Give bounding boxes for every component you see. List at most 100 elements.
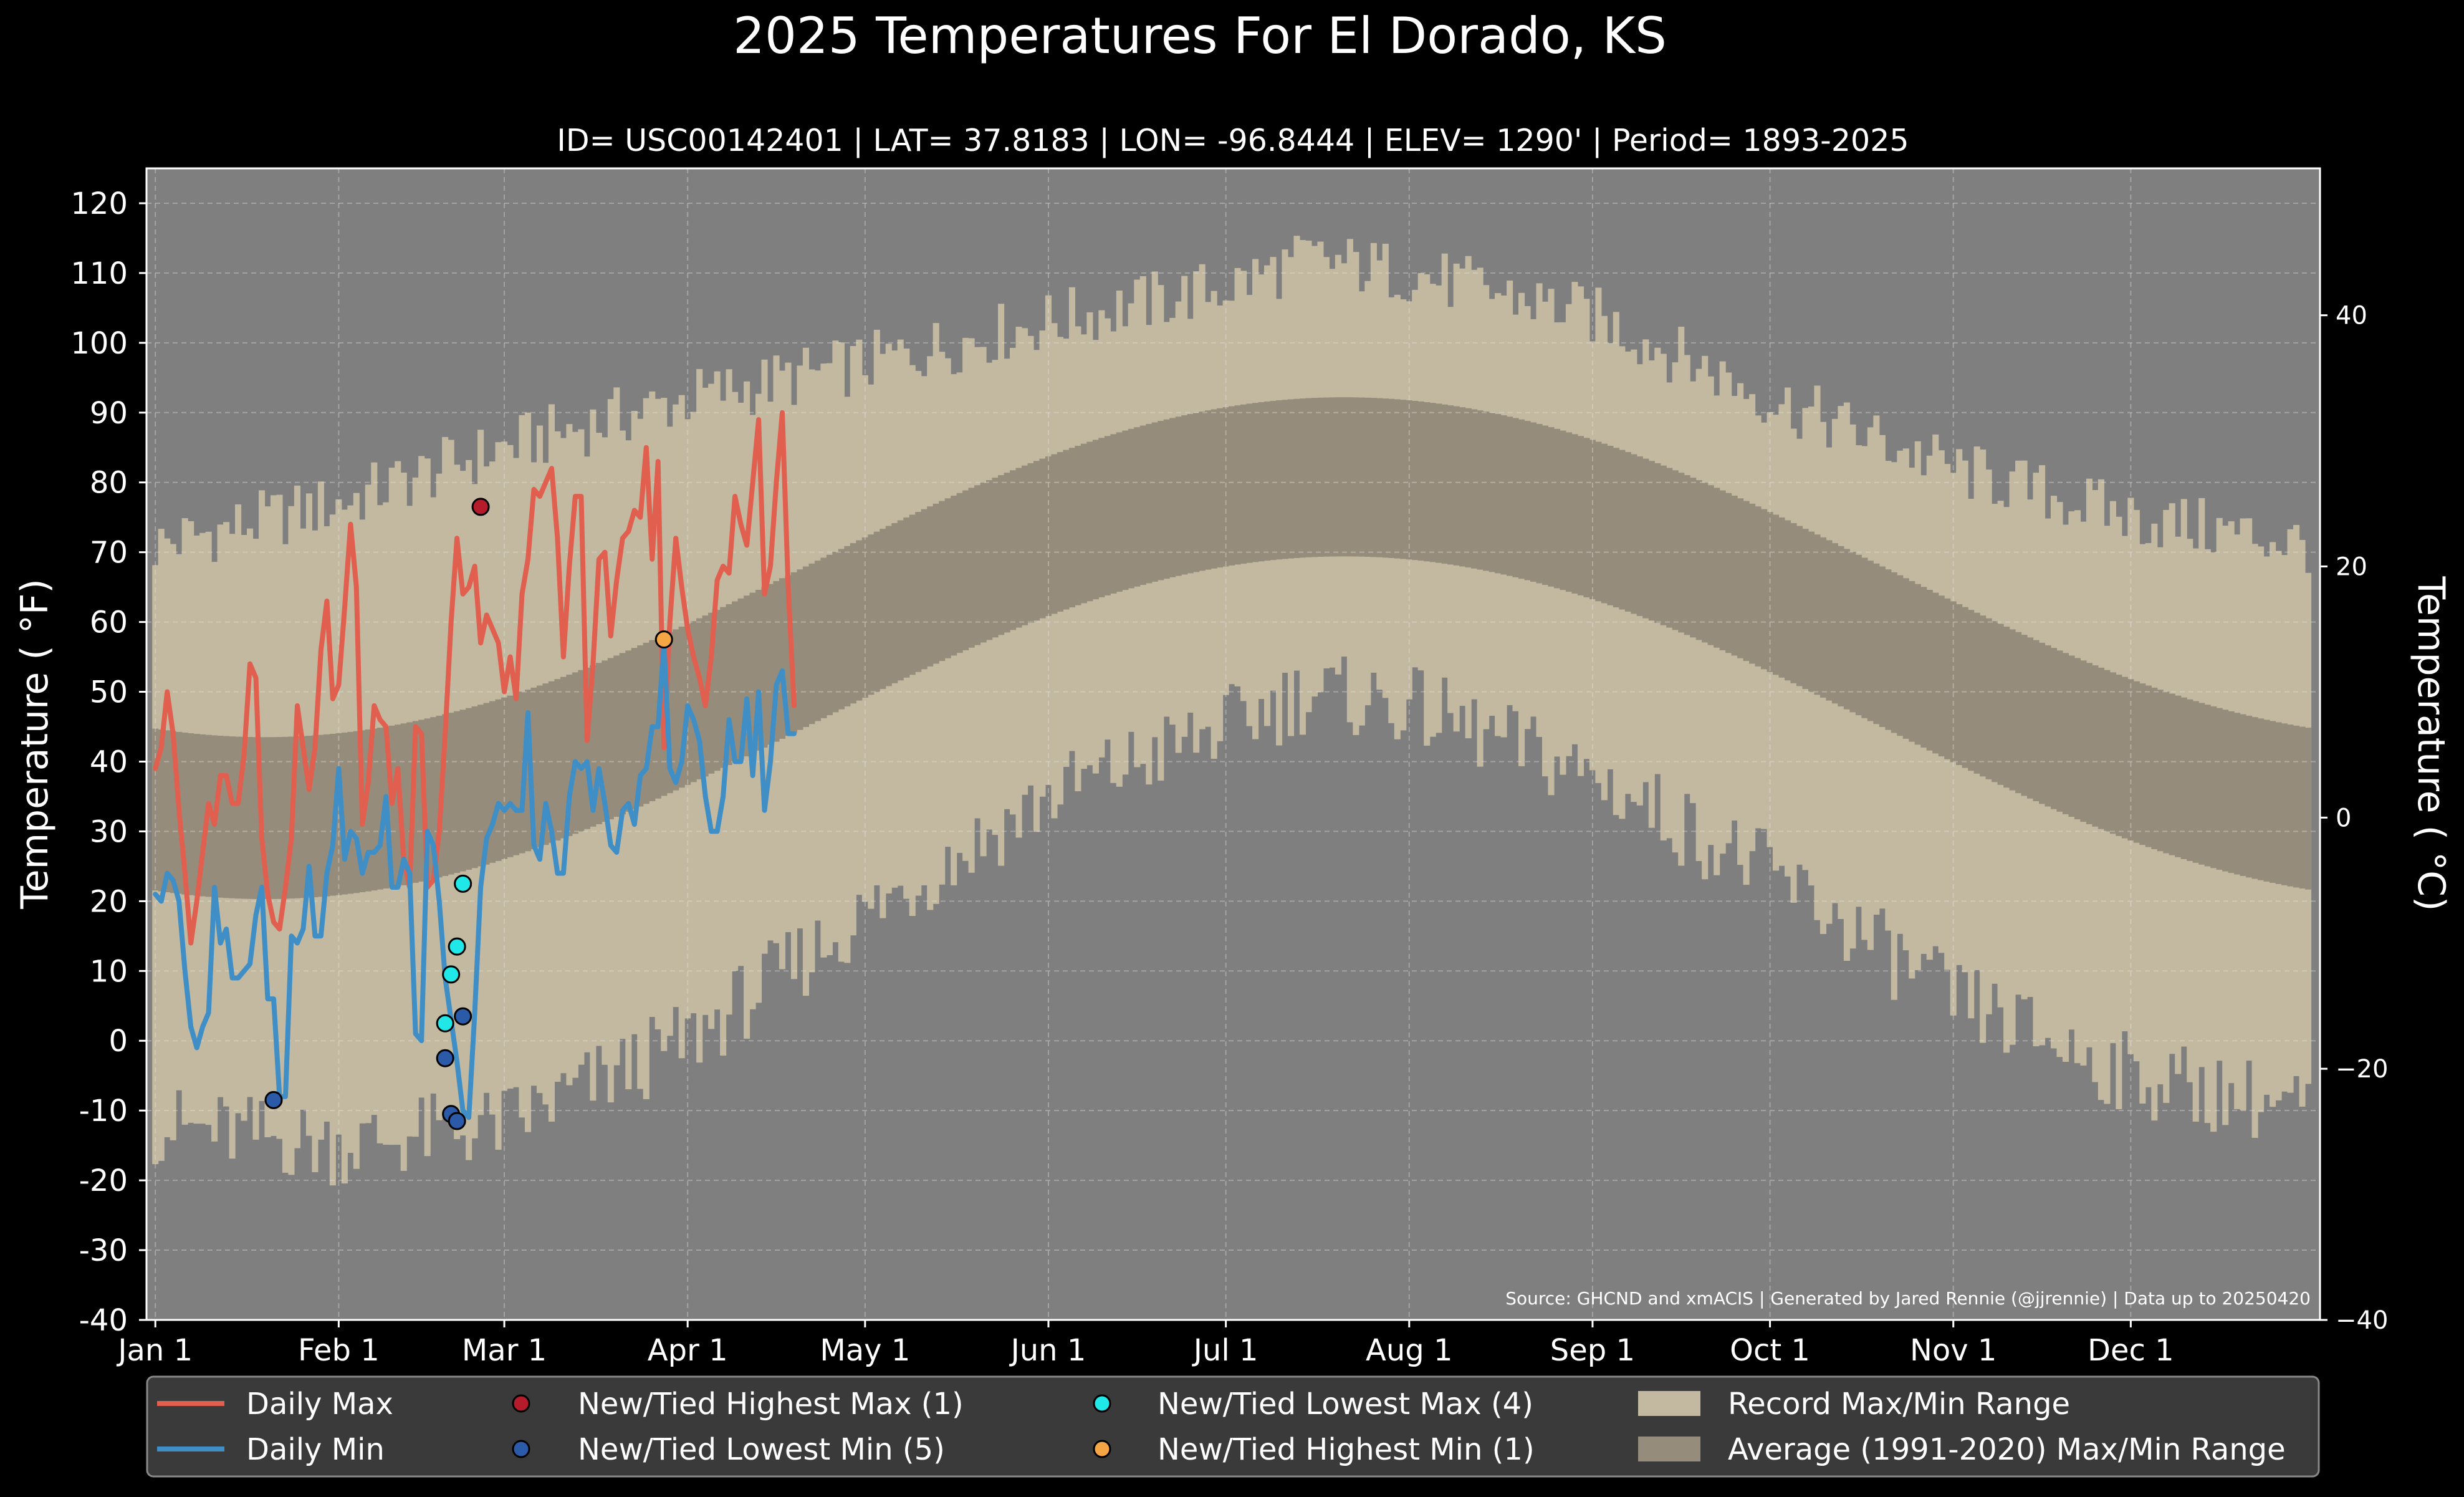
normal-range-bar bbox=[1707, 485, 1714, 645]
normal-range-bar bbox=[1843, 549, 1850, 710]
normal-range-bar bbox=[2216, 708, 2223, 870]
normal-range-bar bbox=[1400, 400, 1407, 559]
y-tick-label: 10 bbox=[90, 954, 128, 989]
normal-range-bar bbox=[388, 725, 395, 888]
normal-range-bar bbox=[1814, 534, 1821, 695]
normal-range-bar bbox=[164, 730, 171, 892]
normal-range-bar bbox=[548, 681, 555, 843]
normal-range-bar bbox=[2068, 655, 2075, 817]
normal-range-bar bbox=[673, 629, 679, 791]
normal-range-bar bbox=[235, 736, 242, 899]
normal-range-bar bbox=[696, 618, 703, 779]
y-axis-label-right: Temperature ( °C) bbox=[2409, 576, 2453, 912]
normal-range-bar bbox=[1826, 540, 1833, 701]
left-axis-ticks: -40 -30 -20 -10 0 10 20 30 40 50 60 70 80 90 100 110 120 bbox=[70, 186, 146, 1338]
normal-range-bar bbox=[1968, 610, 1975, 771]
normal-range-bar bbox=[1743, 501, 1750, 662]
normal-range-bar bbox=[1607, 445, 1614, 605]
normal-range-bar bbox=[270, 737, 277, 899]
normal-range-bar bbox=[903, 517, 910, 678]
y-tick-label: 20 bbox=[90, 884, 128, 919]
normal-range-bar bbox=[2039, 642, 2046, 804]
normal-range-bar bbox=[1252, 403, 1259, 562]
normal-range-bar bbox=[152, 728, 159, 891]
normal-range-bar bbox=[1068, 448, 1075, 608]
normal-range-bar bbox=[1246, 403, 1253, 563]
normal-range-bar bbox=[998, 475, 1005, 635]
normal-range-bar bbox=[1358, 397, 1365, 557]
normal-range-bar bbox=[1293, 398, 1300, 558]
legend-swatch-dot bbox=[512, 1394, 530, 1413]
normal-range-bar bbox=[1767, 512, 1773, 672]
normal-range-bar bbox=[2009, 629, 2016, 791]
normal-range-bar bbox=[1412, 400, 1419, 561]
normal-range-bar bbox=[1459, 407, 1466, 567]
right-axis-ticks: −40 −20 0 20 40 bbox=[2320, 302, 2388, 1335]
legend-label: Average (1991-2020) Max/Min Range bbox=[1728, 1432, 2286, 1467]
normal-range-bar bbox=[1714, 488, 1720, 648]
normal-range-bar bbox=[199, 734, 206, 897]
legend-swatch-patch bbox=[1638, 1391, 1700, 1416]
normal-range-bar bbox=[1163, 419, 1170, 579]
normal-range-bar bbox=[442, 714, 449, 876]
x-tick-label: Nov 1 bbox=[1910, 1333, 1997, 1368]
normal-range-bar bbox=[560, 676, 567, 839]
normal-range-bar bbox=[247, 737, 254, 899]
record-point-rec-high-min bbox=[654, 630, 673, 649]
normal-range-bar bbox=[1323, 397, 1330, 557]
x-tick-label: Mar 1 bbox=[462, 1333, 547, 1368]
normal-range-bar bbox=[2210, 706, 2217, 869]
normal-range-bar bbox=[341, 732, 348, 895]
record-point-rec-low-min bbox=[448, 1112, 466, 1130]
normal-range-bar bbox=[317, 734, 324, 897]
y-right-tick-label: 40 bbox=[2336, 302, 2367, 330]
normal-range-bar bbox=[2263, 720, 2270, 882]
normal-range-bar bbox=[2145, 685, 2152, 847]
normal-range-bar bbox=[459, 710, 466, 872]
y-tick-label: 40 bbox=[90, 744, 128, 779]
normal-range-bar bbox=[1264, 401, 1271, 561]
normal-range-bar bbox=[932, 503, 939, 664]
normal-range-bar bbox=[1897, 575, 1904, 736]
normal-range-bar bbox=[767, 584, 774, 745]
normal-range-bar bbox=[2228, 711, 2235, 874]
normal-range-bar bbox=[1483, 412, 1490, 571]
normal-range-bar bbox=[1589, 440, 1596, 600]
normal-range-bar bbox=[530, 687, 537, 849]
normal-range-bar bbox=[1139, 425, 1146, 585]
normal-range-bar bbox=[1601, 443, 1608, 604]
normal-range-bar bbox=[2116, 675, 2122, 836]
normal-range-bar bbox=[2092, 665, 2099, 827]
normal-range-bar bbox=[2021, 635, 2028, 796]
normal-range-bar bbox=[720, 607, 727, 768]
normal-range-bar bbox=[968, 488, 975, 648]
y-tick-label: -40 bbox=[79, 1303, 128, 1338]
record-point-rec-low-max bbox=[442, 965, 461, 984]
normal-range-bar bbox=[1512, 418, 1519, 577]
normal-range-bar bbox=[572, 672, 578, 834]
y-tick-label: 110 bbox=[70, 256, 128, 291]
normal-range-bar bbox=[1985, 618, 1992, 779]
x-tick-label: Apr 1 bbox=[648, 1333, 728, 1368]
normal-range-bar bbox=[1731, 495, 1738, 656]
normal-range-bar bbox=[666, 632, 673, 794]
normal-range-bar bbox=[276, 737, 283, 899]
normal-range-bar bbox=[229, 736, 236, 898]
normal-range-bar bbox=[873, 531, 880, 692]
normal-range-bar bbox=[1222, 407, 1229, 567]
normal-range-bar bbox=[2287, 724, 2294, 887]
normal-range-bar bbox=[1010, 470, 1017, 630]
x-tick-label: Jan 1 bbox=[116, 1333, 193, 1368]
normal-range-bar bbox=[353, 731, 360, 893]
normal-range-bar bbox=[1287, 399, 1295, 559]
normal-range-bar bbox=[974, 485, 981, 645]
normal-range-bar bbox=[1187, 414, 1194, 574]
normal-range-bar bbox=[915, 512, 922, 672]
normal-range-bar bbox=[619, 653, 626, 814]
normal-range-bar bbox=[1370, 398, 1377, 557]
normal-range-bar bbox=[512, 693, 520, 855]
normal-range-bar bbox=[1122, 430, 1129, 590]
chart-title: 2025 Temperatures For El Dorado, KS bbox=[733, 7, 1667, 65]
legend-item-rec-high-max: New/Tied Highest Max (1) bbox=[512, 1387, 964, 1422]
normal-range-bar bbox=[1648, 461, 1655, 621]
